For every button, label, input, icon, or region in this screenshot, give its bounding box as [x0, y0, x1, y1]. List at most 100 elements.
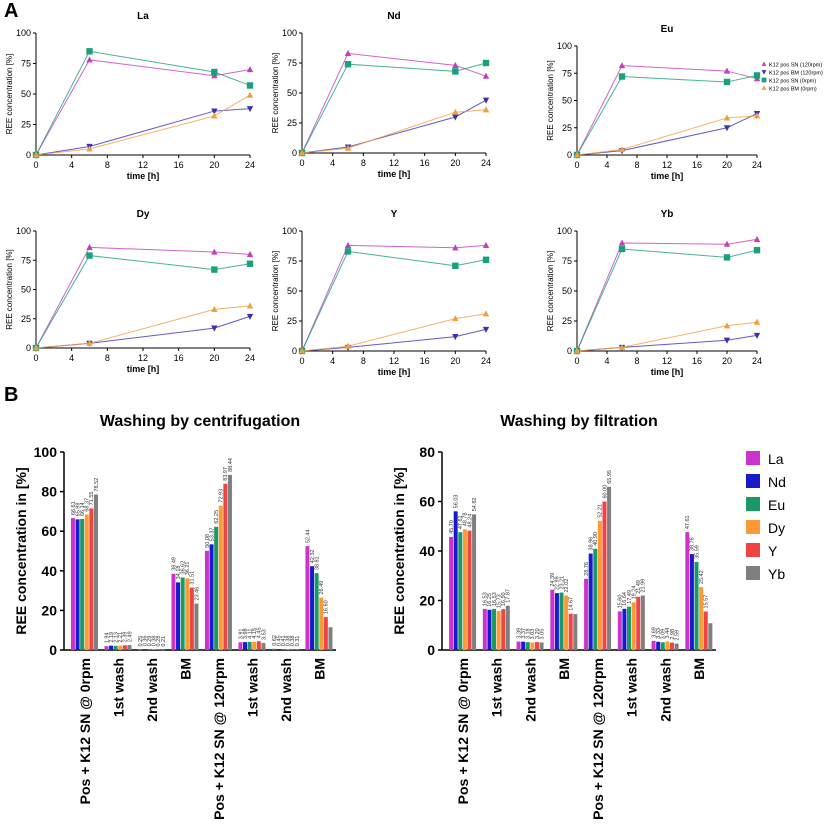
category-label: 1st wash [244, 658, 260, 717]
x-tick-label: 0 [33, 160, 38, 170]
y-tick-label: 0 [427, 642, 435, 658]
data-point [211, 325, 218, 332]
bar [189, 587, 194, 650]
data-label: 3.37 [521, 628, 527, 639]
data-label: 66.14 [80, 502, 86, 516]
y-tick-label: 20 [41, 602, 57, 618]
bar [305, 546, 310, 650]
series-line [35, 315, 251, 349]
data-point [246, 66, 254, 73]
legend-label: Nd [768, 474, 786, 490]
data-label: 0.38 [152, 636, 158, 647]
line-chart-nd: 0 25 50 75 100 0 4 8 12 16 20 24 Nd time [h] REE conce… [271, 11, 491, 179]
x-axis-label: time [h] [378, 367, 411, 377]
bar [113, 645, 118, 650]
data-label: 0.62 [272, 635, 278, 646]
y-tick-label: 50 [562, 286, 572, 296]
data-point [753, 247, 761, 254]
data-label: 3.98 [243, 628, 249, 639]
bar [310, 566, 315, 650]
x-tick-label: 8 [361, 356, 366, 366]
data-point [452, 244, 459, 251]
x-tick-label: 8 [361, 158, 366, 168]
bar [271, 648, 276, 650]
data-point [344, 61, 352, 68]
data-label: 4.11 [247, 629, 253, 639]
data-label: 22.02 [564, 579, 570, 593]
data-label: 3.20 [535, 628, 541, 639]
data-label: 3.09 [661, 629, 667, 640]
bar [294, 649, 299, 650]
data-label: 23.21 [559, 576, 565, 590]
series-line [301, 244, 487, 352]
data-label: 48.24 [467, 514, 473, 528]
bar [180, 577, 185, 650]
x-tick-label: 4 [604, 356, 609, 366]
y-axis-label: REE concentration [%] [5, 54, 14, 134]
bar [151, 649, 156, 650]
y-axis-label: REE concentration [%] [546, 60, 555, 140]
data-label: 28.76 [584, 562, 590, 576]
y-axis-label: REE concentration [%] [5, 249, 14, 329]
series-line [35, 255, 251, 349]
data-point [452, 61, 459, 68]
legend-swatch [746, 520, 760, 534]
bar-chart-filtration: 0 20 40 60 80 Washing by filtration REE concen… [391, 413, 786, 820]
y-tick-label: 100 [282, 28, 297, 38]
x-tick-label: 8 [105, 353, 110, 363]
bar [685, 532, 690, 650]
data-point [753, 318, 761, 325]
bar [276, 649, 281, 650]
data-point [618, 245, 626, 253]
bar [564, 595, 569, 650]
series-line [301, 313, 487, 352]
data-point [211, 305, 218, 312]
data-label: 2.21 [118, 632, 124, 643]
bar [84, 514, 89, 650]
y-tick-label: 0 [26, 343, 31, 353]
x-tick-label: 24 [752, 356, 762, 366]
bar [243, 642, 248, 650]
data-label: 2.19 [109, 632, 115, 643]
x-tick-label: 8 [105, 160, 110, 170]
x-tick-label: 4 [69, 160, 74, 170]
x-tick-label: 16 [420, 356, 430, 366]
data-point [86, 339, 93, 346]
data-label: 2.13 [113, 632, 119, 643]
bar [449, 536, 454, 650]
series-line [35, 50, 251, 156]
bar [142, 649, 147, 650]
bar [501, 609, 506, 650]
data-label: 52.21 [598, 504, 604, 518]
data-label: 17.87 [506, 589, 512, 603]
y-tick-label: 20 [419, 593, 435, 609]
data-point [452, 262, 459, 269]
data-label: 38.49 [171, 557, 177, 571]
bar [261, 643, 266, 650]
x-tick-label: 20 [722, 160, 732, 170]
y-tick-label: 100 [557, 41, 572, 51]
y-tick-label: 100 [34, 444, 58, 460]
bar [323, 617, 328, 650]
bar [640, 595, 645, 650]
bar [223, 483, 228, 650]
legend-label: K12 pos SN (120rpm) [769, 63, 822, 69]
data-point [246, 260, 254, 267]
data-label: 24.39 [550, 573, 556, 587]
legend-label: Yb [768, 566, 785, 582]
legend-swatch [746, 474, 760, 488]
data-label: 83.97 [223, 467, 229, 481]
data-point [246, 313, 254, 320]
data-point [211, 248, 218, 255]
x-tick-label: 0 [574, 356, 579, 366]
x-tick-label: 4 [604, 160, 609, 170]
bar [631, 602, 636, 650]
legend-swatch [746, 451, 760, 465]
bar [627, 606, 632, 650]
bar [597, 520, 602, 650]
y-tick-label: 50 [287, 88, 297, 98]
x-tick-label: 16 [692, 356, 702, 366]
y-tick-label: 25 [287, 118, 297, 128]
panel-b-label: B [4, 384, 19, 406]
bar [607, 486, 612, 650]
